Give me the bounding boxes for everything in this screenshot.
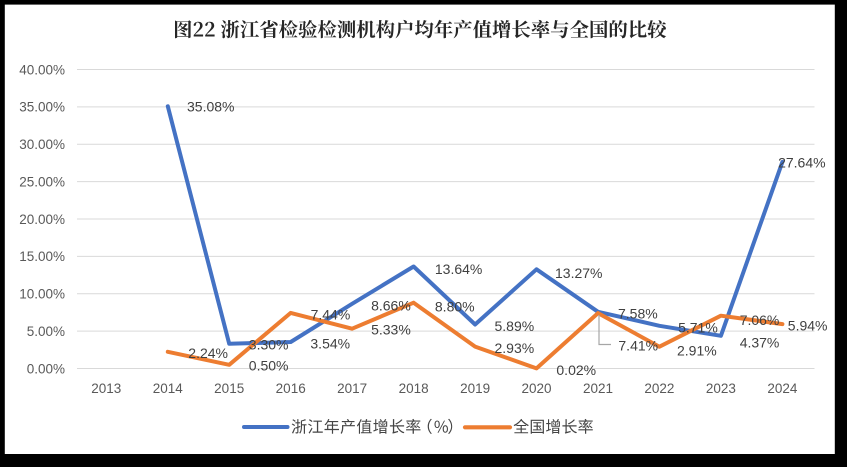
- svg-text:13.64%: 13.64%: [435, 261, 482, 277]
- svg-text:2013: 2013: [91, 381, 121, 396]
- svg-text:35.00%: 35.00%: [19, 100, 65, 115]
- svg-text:15.00%: 15.00%: [19, 249, 65, 264]
- svg-text:10.00%: 10.00%: [19, 287, 65, 302]
- svg-text:4.37%: 4.37%: [740, 335, 780, 351]
- svg-text:35.08%: 35.08%: [187, 98, 234, 114]
- svg-text:2024: 2024: [767, 381, 798, 396]
- svg-text:7.41%: 7.41%: [618, 338, 658, 354]
- svg-text:2018: 2018: [399, 381, 429, 396]
- svg-text:2022: 2022: [644, 381, 674, 396]
- svg-text:2023: 2023: [706, 381, 736, 396]
- svg-text:8.80%: 8.80%: [435, 299, 475, 315]
- svg-text:2.93%: 2.93%: [495, 340, 535, 356]
- svg-text:0.00%: 0.00%: [27, 361, 65, 376]
- svg-text:2.24%: 2.24%: [188, 345, 228, 361]
- svg-text:2016: 2016: [276, 381, 306, 396]
- svg-text:5.89%: 5.89%: [495, 318, 535, 334]
- svg-text:30.00%: 30.00%: [19, 137, 65, 152]
- svg-text:8.66%: 8.66%: [371, 297, 411, 313]
- svg-text:2015: 2015: [214, 381, 244, 396]
- svg-text:5.71%: 5.71%: [678, 320, 718, 336]
- svg-text:2021: 2021: [583, 381, 613, 396]
- svg-text:2020: 2020: [521, 381, 551, 396]
- svg-text:5.94%: 5.94%: [788, 318, 828, 334]
- svg-text:7.44%: 7.44%: [311, 307, 351, 323]
- svg-text:2014: 2014: [153, 381, 184, 396]
- svg-text:5.33%: 5.33%: [371, 322, 411, 338]
- svg-text:25.00%: 25.00%: [19, 174, 65, 189]
- svg-text:40.00%: 40.00%: [19, 62, 65, 77]
- svg-text:27.64%: 27.64%: [778, 154, 825, 170]
- svg-text:2.91%: 2.91%: [677, 343, 717, 359]
- svg-text:0.50%: 0.50%: [249, 358, 289, 374]
- svg-text:3.54%: 3.54%: [310, 335, 350, 351]
- svg-text:7.06%: 7.06%: [740, 312, 780, 328]
- svg-text:5.00%: 5.00%: [27, 324, 65, 339]
- svg-text:2017: 2017: [337, 381, 367, 396]
- svg-text:0.02%: 0.02%: [556, 362, 596, 378]
- svg-text:20.00%: 20.00%: [19, 212, 65, 227]
- svg-text:2019: 2019: [460, 381, 490, 396]
- svg-text:3.30%: 3.30%: [249, 337, 289, 353]
- svg-text:7.58%: 7.58%: [618, 306, 658, 322]
- svg-text:13.27%: 13.27%: [555, 265, 602, 281]
